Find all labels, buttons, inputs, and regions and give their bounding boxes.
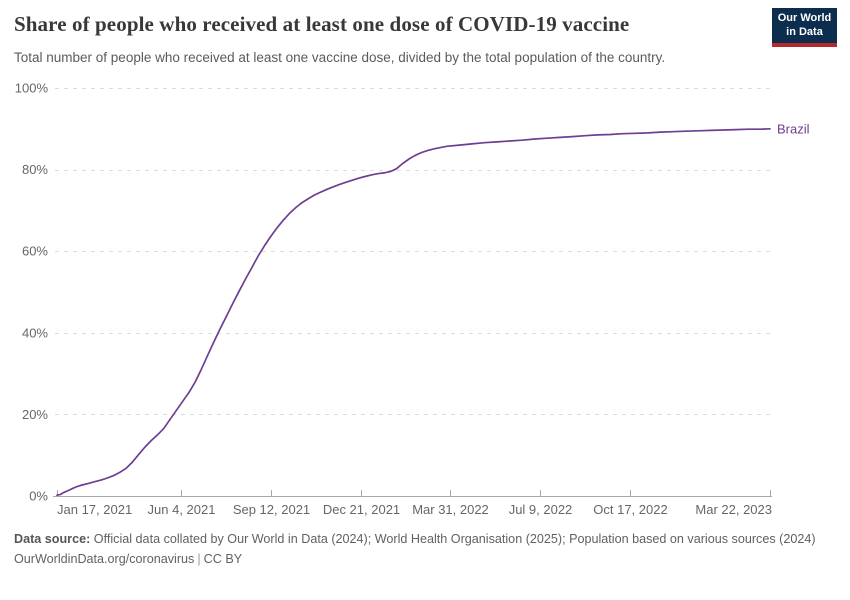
y-tick-label: 20% [22,407,48,422]
y-gridlines [55,88,772,415]
chart-subtitle: Total number of people who received at l… [14,50,666,65]
x-tick-label: Sep 12, 2021 [233,502,310,517]
x-tick-label: Mar 22, 2023 [695,502,772,517]
y-tick-label: 0% [29,489,48,504]
y-tick-label: 80% [22,162,48,177]
y-axis-labels: 0% 20% 40% 60% 80% 100% [15,81,49,504]
owid-url-link[interactable]: OurWorldinData.org/coronavirus [14,552,195,567]
data-source-note: Data source: Official data collated by O… [14,531,836,548]
x-axis [53,490,772,497]
chart-footer: Data source: Official data collated by O… [14,531,836,569]
brazil-line[interactable] [56,127,771,497]
x-tick-label: Jul 9, 2022 [509,502,573,517]
owid-logo[interactable]: Our World in Data [772,8,837,47]
y-tick-label: 100% [15,81,49,96]
owid-logo-line2: in Data [786,25,823,38]
owid-logo-line1: Our World [777,11,832,24]
x-tick-label: Jun 4, 2021 [148,502,216,517]
data-source-text: Official data collated by Our World in D… [90,532,816,546]
x-axis-labels: Jan 17, 2021 Jun 4, 2021 Sep 12, 2021 Dec 2… [57,502,772,517]
license-label: CC BY [203,552,243,567]
y-tick-label: 40% [22,325,48,340]
brazil-line-label: Brazil [777,121,810,136]
chart-title: Share of people who received at least on… [14,12,630,36]
y-tick-label: 60% [22,244,48,259]
x-tick-label: Mar 31, 2022 [412,502,489,517]
x-tick-label: Dec 21, 2021 [323,502,400,517]
x-tick-label: Jan 17, 2021 [57,502,132,517]
footer-links: OurWorldinData.org/coronavirus | CC BY [14,551,836,568]
footer-separator: | [197,552,201,567]
data-source-label: Data source: [14,532,91,546]
x-tick-label: Oct 17, 2022 [593,502,667,517]
